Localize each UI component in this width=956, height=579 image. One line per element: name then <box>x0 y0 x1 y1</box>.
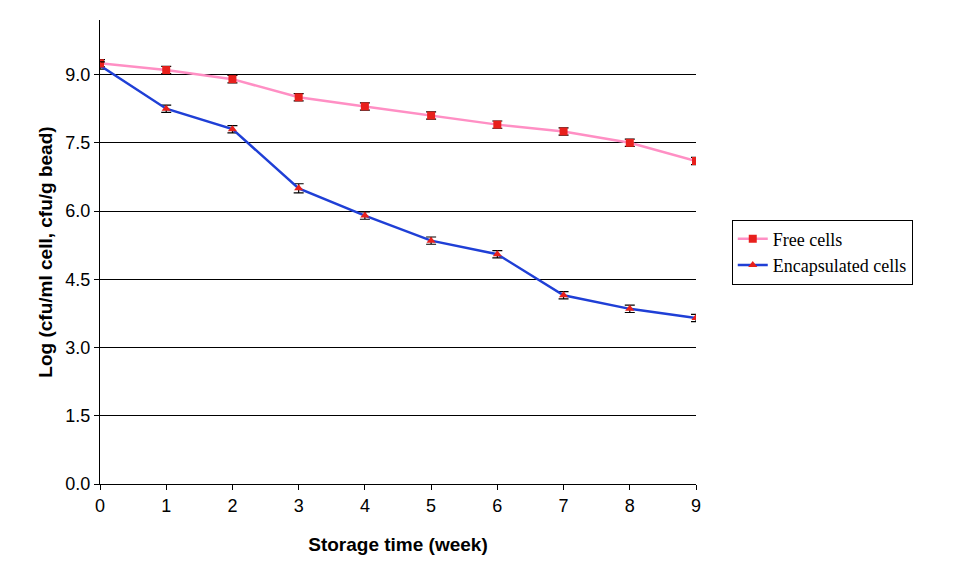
svg-text:0.0: 0.0 <box>65 474 90 494</box>
svg-text:9: 9 <box>691 496 701 516</box>
svg-text:0: 0 <box>95 496 105 516</box>
svg-text:2: 2 <box>227 496 237 516</box>
svg-text:Free cells: Free cells <box>773 230 842 250</box>
svg-text:Log (cfu/ml cell, cfu/g bead): Log (cfu/ml cell, cfu/g bead) <box>35 126 56 377</box>
svg-text:Storage time (week): Storage time (week) <box>308 534 488 555</box>
svg-text:1: 1 <box>161 496 171 516</box>
svg-text:8: 8 <box>625 496 635 516</box>
svg-text:3: 3 <box>294 496 304 516</box>
svg-text:6: 6 <box>492 496 502 516</box>
svg-text:6.0: 6.0 <box>65 201 90 221</box>
svg-text:1.5: 1.5 <box>65 406 90 426</box>
svg-text:3.0: 3.0 <box>65 338 90 358</box>
svg-text:7.5: 7.5 <box>65 133 90 153</box>
svg-text:9.0: 9.0 <box>65 65 90 85</box>
svg-text:7: 7 <box>559 496 569 516</box>
svg-text:4: 4 <box>360 496 370 516</box>
svg-text:5: 5 <box>426 496 436 516</box>
svg-text:Encapsulated cells: Encapsulated cells <box>773 256 906 276</box>
svg-text:4.5: 4.5 <box>65 270 90 290</box>
